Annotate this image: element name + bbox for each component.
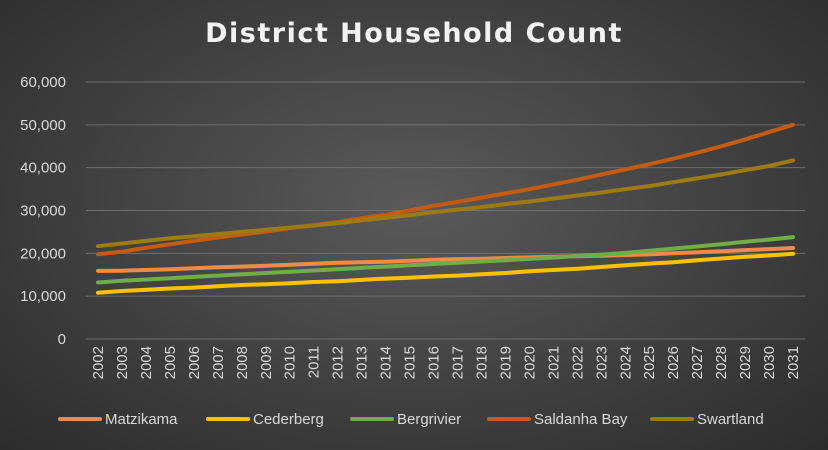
x-tick-label: 2024 [617,346,634,379]
x-tick-label: 2010 [282,346,299,379]
x-tick-label: 2020 [521,346,538,379]
x-tick-label: 2015 [402,346,419,379]
x-tick-label: 2014 [378,346,395,379]
y-tick-label: 50,000 [20,117,66,134]
legend-item: Bergrivier [350,411,461,428]
x-tick-label: 2016 [426,346,443,379]
series-line-saldanha-bay [96,122,795,257]
x-tick-label: 2002 [90,346,107,379]
gridlines [86,81,805,340]
x-tick-label: 2027 [689,346,706,379]
x-tick-label: 2031 [785,346,802,379]
x-tick-label: 2006 [186,346,203,379]
x-axis: 2002 2003 2004 2005 2006 2007 2008 2009 2010 2011… [90,346,802,379]
legend-label: Swartland [697,411,764,428]
legend-label: Cederberg [253,411,324,428]
y-tick-label: 20,000 [20,245,66,262]
x-tick-label: 2011 [306,346,323,378]
x-tick-label: 2018 [473,346,490,379]
x-tick-label: 2030 [761,346,778,379]
x-tick-label: 2009 [258,346,275,379]
series-line-matzikama [96,246,795,273]
x-tick-label: 2023 [593,346,610,379]
x-tick-label: 2008 [234,346,251,379]
legend-item: Matzikama [58,411,178,428]
x-tick-label: 2004 [138,346,155,379]
chart-title: District Household Count [205,18,623,49]
x-tick-label: 2026 [665,346,682,379]
plot-series [96,122,795,295]
x-tick-label: 2003 [114,346,131,379]
y-tick-label: 0 [58,331,66,348]
x-tick-label: 2019 [497,346,514,379]
series-line-swartland [96,158,795,249]
y-tick-label: 60,000 [20,74,66,91]
x-tick-label: 2005 [162,346,179,379]
x-tick-label: 2012 [330,346,347,379]
legend-label: Saldanha Bay [534,411,628,428]
x-tick-label: 2025 [641,346,658,379]
legend: Matzikama Cederberg Bergrivier Saldanha Bay… [58,411,764,428]
y-tick-label: 10,000 [20,288,66,305]
x-tick-label: 2017 [449,346,466,379]
x-tick-label: 2021 [545,346,562,379]
y-tick-label: 40,000 [20,160,66,177]
y-tick-label: 30,000 [20,203,66,220]
y-axis: 0 10,000 20,000 30,000 40,000 50,000 60,000 [20,74,66,348]
x-tick-label: 2013 [354,346,371,379]
series-line-bergrivier [96,235,795,285]
x-tick-label: 2028 [713,346,730,379]
legend-item: Swartland [650,411,764,428]
series-line-cederberg [96,251,795,295]
legend-label: Bergrivier [397,411,461,428]
legend-item: Saldanha Bay [487,411,628,428]
x-tick-label: 2007 [210,346,227,379]
x-tick-label: 2022 [569,346,586,379]
legend-item: Cederberg [206,411,324,428]
legend-label: Matzikama [105,411,178,428]
x-tick-label: 2029 [737,346,754,379]
